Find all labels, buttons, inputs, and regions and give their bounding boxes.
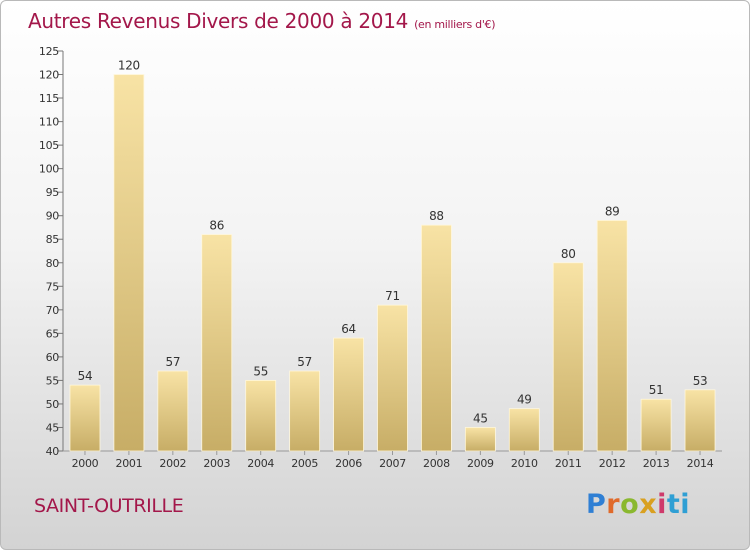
bar <box>596 220 628 452</box>
logo-letter: P <box>586 489 607 520</box>
data-label: 88 <box>429 209 444 223</box>
x-tick-label: 2000 <box>72 457 99 470</box>
logo-letter: r <box>606 489 621 520</box>
y-tick-label: 70 <box>46 304 60 317</box>
y-tick-label: 120 <box>39 69 59 82</box>
y-tick-label: 75 <box>46 280 60 293</box>
data-label: 120 <box>118 59 140 73</box>
y-tick-label: 125 <box>39 45 59 58</box>
y-tick-label: 95 <box>46 186 60 199</box>
x-tick-label: 2009 <box>467 457 494 470</box>
x-tick-label: 2006 <box>335 457 362 470</box>
data-label: 54 <box>78 369 93 383</box>
x-tick-label: 2014 <box>687 457 714 470</box>
data-label: 89 <box>605 204 620 218</box>
data-label: 57 <box>165 355 180 369</box>
bar <box>377 304 408 452</box>
bar <box>508 408 540 452</box>
data-label: 86 <box>209 219 224 233</box>
y-tick-label: 110 <box>39 116 59 129</box>
logo-letter: i <box>657 489 667 520</box>
bar <box>684 389 716 452</box>
x-tick-label: 2011 <box>555 457 582 470</box>
bar <box>69 384 101 452</box>
bar <box>464 427 496 452</box>
y-tick-label: 105 <box>39 139 59 152</box>
data-label: 55 <box>253 364 268 378</box>
x-tick-label: 2002 <box>159 457 186 470</box>
data-label: 64 <box>341 322 356 336</box>
data-label: 45 <box>473 411 488 425</box>
x-tick-label: 2005 <box>291 457 318 470</box>
y-tick-label: 45 <box>46 421 60 434</box>
bar <box>552 262 584 452</box>
data-label: 51 <box>649 383 664 397</box>
y-tick-label: 115 <box>39 92 59 105</box>
x-tick-label: 2012 <box>599 457 626 470</box>
bar <box>245 380 277 452</box>
data-label: 80 <box>561 247 576 261</box>
logo-letter: ti <box>666 489 691 520</box>
bar <box>113 74 145 452</box>
chart-title: Autres Revenus Divers de 2000 à 2014 (en … <box>28 9 496 33</box>
y-tick-label: 40 <box>46 445 60 458</box>
logo-letter: o <box>620 489 640 520</box>
data-label: 53 <box>693 374 708 388</box>
bar <box>421 224 452 452</box>
x-tick-label: 2004 <box>247 457 274 470</box>
y-tick-label: 90 <box>46 210 60 223</box>
title-text: Autres Revenus Divers de 2000 à 2014 <box>28 9 409 33</box>
x-tick-label: 2008 <box>423 457 450 470</box>
y-tick-label: 65 <box>46 327 60 340</box>
bar <box>157 370 189 452</box>
x-tick-label: 2003 <box>203 457 230 470</box>
proxiti-logo: Proxiti <box>586 489 690 520</box>
bar <box>333 337 364 452</box>
x-tick-label: 2001 <box>116 457 143 470</box>
y-tick-label: 55 <box>46 374 60 387</box>
x-tick-label: 2010 <box>511 457 538 470</box>
y-tick-label: 100 <box>39 163 59 176</box>
unit-label: (en milliers d'€) <box>414 18 496 31</box>
bar <box>640 398 672 452</box>
data-label: 71 <box>385 289 400 303</box>
bar <box>289 370 321 452</box>
town-name: SAINT-OUTRILLE <box>34 495 184 517</box>
logo-letter: x <box>639 489 658 520</box>
x-tick-label: 2007 <box>379 457 406 470</box>
x-tick-label: 2013 <box>643 457 670 470</box>
y-tick-label: 85 <box>46 233 60 246</box>
y-tick-label: 50 <box>46 398 60 411</box>
y-tick-label: 80 <box>46 257 60 270</box>
data-label: 49 <box>517 393 532 407</box>
y-tick-label: 60 <box>46 351 60 364</box>
data-label: 57 <box>297 355 312 369</box>
bar <box>201 234 233 452</box>
